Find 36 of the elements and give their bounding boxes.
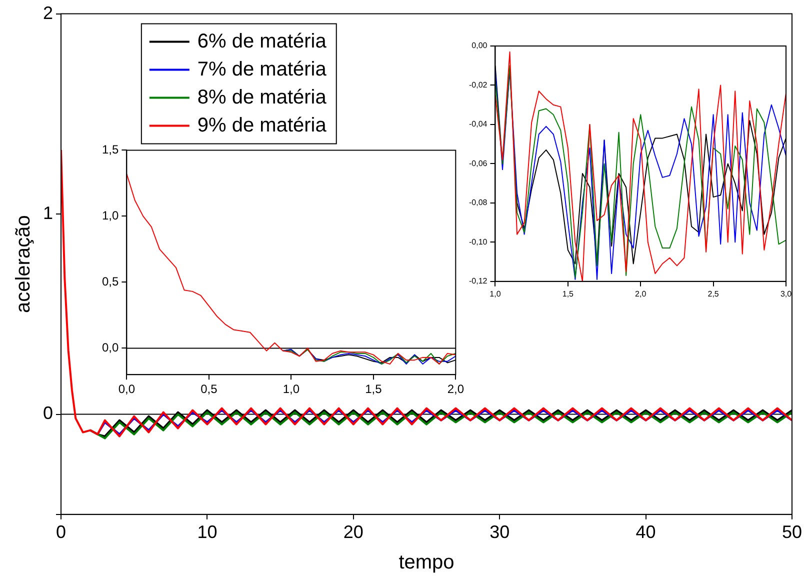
y-tick-label: -0,04 [469, 120, 488, 129]
y-tick-label: 0,0 [102, 340, 119, 355]
y-tick-label: 2 [42, 2, 54, 23]
y-tick-label: -0,12 [469, 276, 488, 286]
x-tick-label: 0,5 [200, 382, 218, 396]
x-tick-label: 2,0 [447, 382, 464, 396]
legend-label: 6% de matéria [197, 30, 328, 52]
legend-label: 9% de matéria [197, 114, 328, 136]
y-axis-title: aceleração [12, 215, 35, 314]
x-tick-label: 2,5 [708, 289, 720, 298]
x-tick-label: 50 [782, 522, 802, 542]
y-tick-label: -0,08 [469, 198, 488, 208]
x-tick-label: 20 [343, 522, 364, 542]
x-tick-label: 1,0 [282, 382, 300, 396]
y-tick-label: -0,10 [469, 237, 488, 246]
x-tick-label: 2,0 [635, 289, 647, 298]
x-tick-label: 0,0 [118, 382, 136, 396]
y-tick-label: 0,5 [102, 274, 119, 289]
x-tick-label: 1,5 [562, 289, 574, 298]
y-tick-label: -0,02 [469, 80, 488, 90]
x-tick-label: 1,0 [490, 289, 502, 298]
y-tick-label: 1,5 [102, 142, 119, 157]
x-tick-label: 1,5 [365, 382, 382, 396]
x-tick-label: 3,0 [780, 289, 792, 298]
y-tick-label: 0 [42, 403, 54, 424]
y-tick-label: 1 [42, 203, 54, 224]
x-tick-label: 30 [490, 522, 510, 542]
legend-label: 8% de matéria [197, 86, 328, 108]
legend-label: 7% de matéria [197, 58, 328, 80]
y-tick-label: 0,00 [472, 41, 488, 50]
x-axis-title: tempo [398, 552, 454, 574]
y-tick-label: 1,0 [102, 208, 119, 223]
y-tick-label: -0,06 [469, 158, 488, 168]
x-tick-label: 10 [197, 522, 218, 542]
x-tick-label: 0 [56, 522, 66, 542]
x-tick-label: 40 [636, 522, 656, 542]
